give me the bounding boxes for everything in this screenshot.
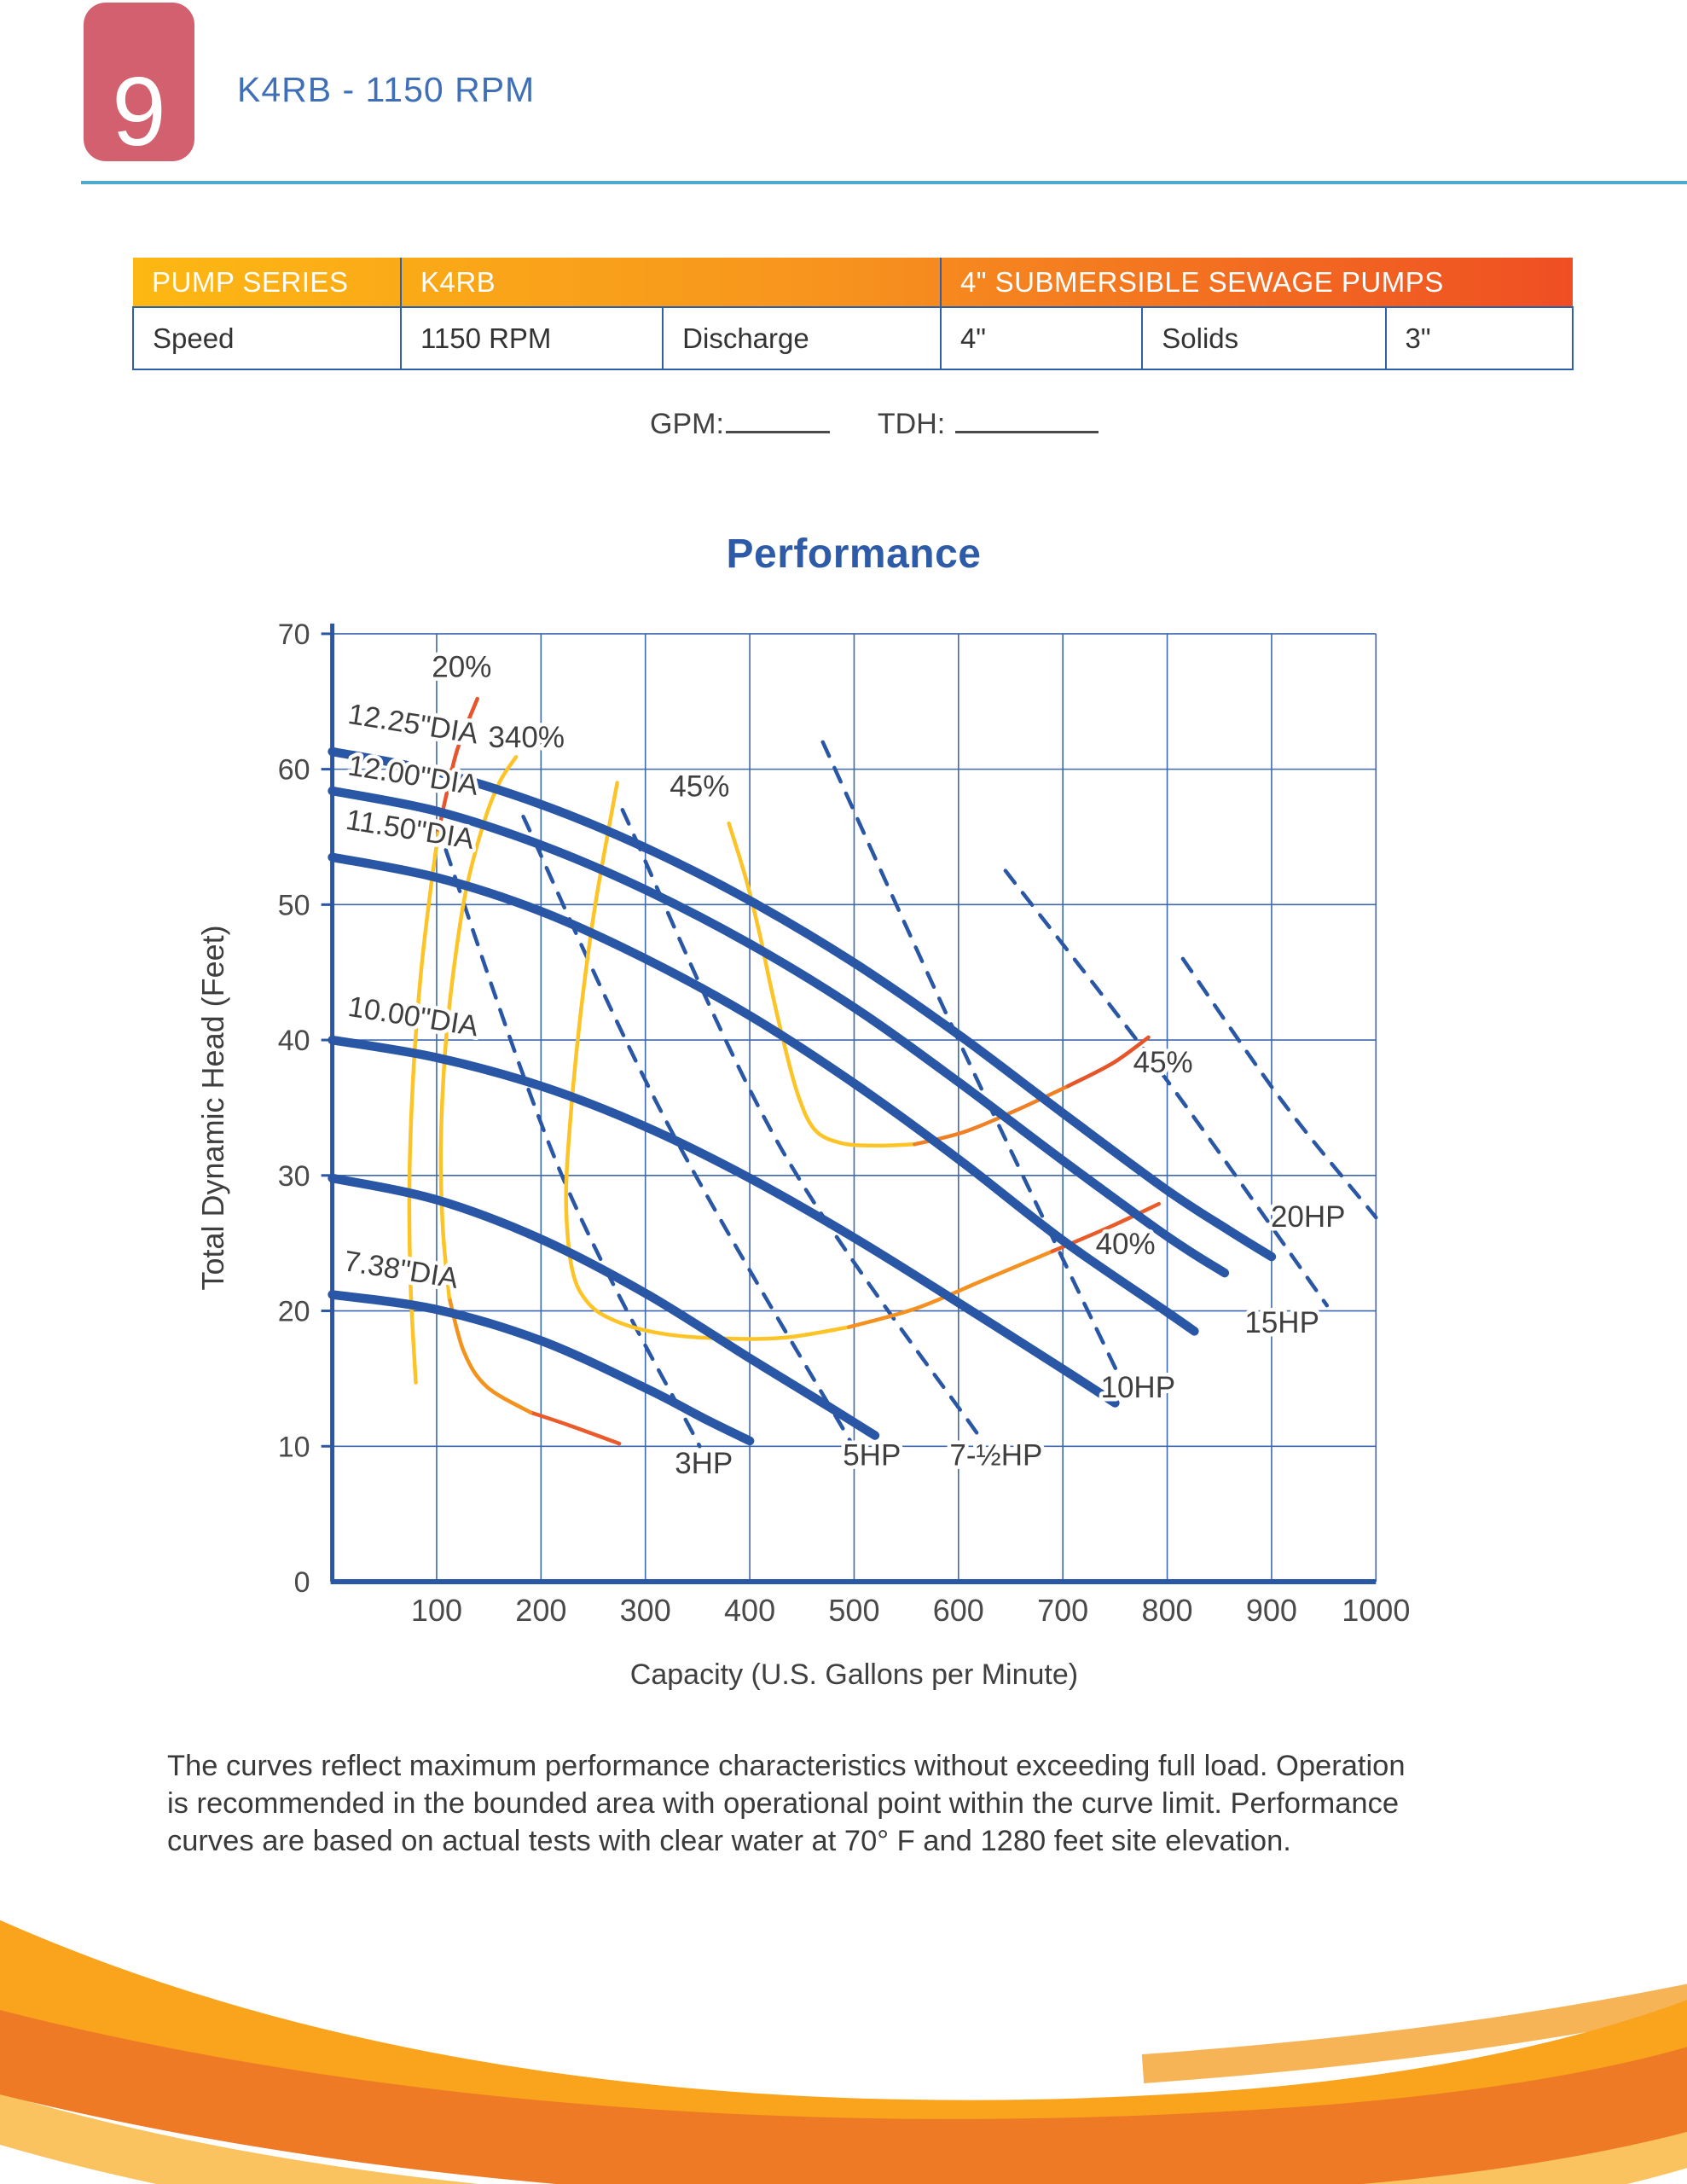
operating-point-fill-in: GPM: TDH: [650,404,1099,441]
y-axis-title: Total Dynamic Head (Feet) [195,925,230,1290]
x-tick-label: 800 [1142,1593,1193,1628]
efficiency-curve-45% [1066,1035,1151,1089]
y-tick-label: 0 [294,1566,310,1599]
page-title: K4RB - 1150 RPM [237,70,536,109]
x-tick-label: 600 [933,1593,984,1628]
tdh-blank-line [955,404,1099,433]
footer-line: curves are based on actual tests with cl… [167,1825,1291,1857]
chart-title: Performance [726,531,982,577]
curve-label: 12.25"DIA [345,698,480,751]
hp-line-20HP [1180,956,1378,1220]
header-divider [81,181,1687,184]
y-tick-label: 20 [278,1296,310,1328]
hp-line-15HP [1003,868,1330,1308]
pump-curve-11.50"DIA [328,852,1199,1336]
swoosh-wisp [1141,1984,1687,2083]
hp-label: 20HP [1271,1200,1346,1234]
hp-line-10HP [820,740,1120,1374]
footer-line: The curves reflect maximum performance c… [167,1750,1406,1782]
x-tick-label: 700 [1037,1593,1088,1628]
hp-label: 5HP [843,1438,901,1472]
spec-table-header-row: PUMP SERIES K4RB 4" SUBMERSIBLE SEWAGE P… [133,258,1573,308]
hp-label: 3HP [675,1447,733,1480]
spec-header-product-type: 4" SUBMERSIBLE SEWAGE PUMPS [939,258,1573,308]
spec-speed-value: 1150 RPM [399,306,664,370]
x-tick-label: 500 [828,1593,879,1628]
y-tick-label: 10 [278,1431,310,1463]
performance-chart: 0 10 20 30 40 50 60 70 100 200 300 400 500 600 700 800 9… [195,619,1410,1691]
x-tick-label: 1000 [1342,1593,1410,1628]
x-tick-label: 100 [411,1593,462,1628]
spec-header-pump-series: PUMP SERIES [133,258,402,308]
pump-curve-12.25"DIA [328,746,1277,1262]
gpm-blank-line [725,404,830,433]
x-tick-label: 900 [1246,1593,1297,1628]
gpm-label: GPM: [650,408,724,440]
efficiency-curve-40% [564,781,851,1341]
pump-curve-12.00"DIA [328,786,1230,1278]
page-number-badge: 9 [84,3,194,161]
x-tick-label: 300 [620,1593,671,1628]
x-tick-label: 200 [515,1593,566,1628]
y-tick-label: 30 [278,1160,310,1193]
y-tick-label: 60 [278,754,310,787]
efficiency-curve-20% [407,828,441,1385]
y-tick-label: 40 [278,1025,310,1057]
pump-spec-table: PUMP SERIES K4RB 4" SUBMERSIBLE SEWAGE P… [132,258,1574,370]
x-tick-label: 400 [724,1593,775,1628]
spec-discharge-label: Discharge [662,306,942,370]
hp-label: 15HP [1244,1306,1319,1339]
decorative-swoosh [0,1920,1687,2184]
spec-header-series-value: K4RB [399,258,942,308]
swoosh-orange-band [0,2010,1687,2184]
spec-solids-value: 3" [1384,306,1574,370]
efficiency-label: 340% [488,721,565,754]
swoosh-pale-band [0,2093,1687,2184]
curve-label: 11.50"DIA [344,804,477,856]
efficiency-curve-340% [447,1295,533,1414]
x-axis-title: Capacity (U.S. Gallons per Minute) [630,1658,1078,1691]
page-number: 9 [112,58,166,167]
tdh-label: TDH: [877,408,946,440]
efficiency-curve-340% [528,1410,622,1446]
curve-label: 10.00"DIA [345,990,480,1043]
spec-speed-label: Speed [132,306,402,370]
hp-label: 7-½HP [949,1438,1042,1472]
spec-table-value-row: Speed 1150 RPM Discharge 4" Solids 3" [132,306,1574,370]
footer-line: is recommended in the bounded area with … [167,1787,1400,1820]
footer-note: The curves reflect maximum performance c… [167,1747,1566,1860]
spec-solids-label: Solids [1141,306,1387,370]
pump-curve-unlabeled [328,1173,880,1440]
hp-line-5HP [521,814,860,1455]
pump-curve-7.38"DIA [328,1290,755,1446]
efficiency-label: 40% [1096,1228,1156,1261]
efficiency-label: 45% [670,770,729,803]
y-tick-label: 70 [278,619,310,651]
efficiency-label: 20% [432,651,491,684]
spec-discharge-value: 4" [939,306,1144,370]
efficiency-curve-40% [847,1249,1055,1329]
y-tick-label: 50 [278,889,310,921]
efficiency-label: 45% [1133,1046,1193,1079]
pump-curve-10.00"DIA [328,1035,1120,1408]
hp-label: 10HP [1101,1371,1176,1404]
